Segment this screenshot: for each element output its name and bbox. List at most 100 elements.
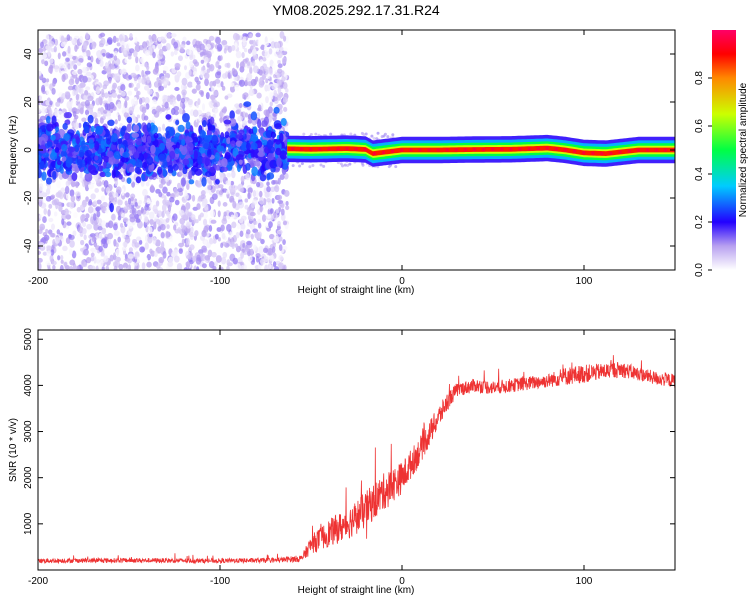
noise-point [270,92,274,100]
noise-point [89,233,96,238]
noise-point [207,249,213,258]
signal-peak [618,150,622,154]
noise-point [113,55,118,61]
noise-point [44,60,49,67]
noise-band-point [235,154,244,161]
spectrogram-x-label: Height of straight line (km) [298,285,415,296]
noise-point [65,91,70,96]
snr-x-tick-label: 100 [576,576,593,587]
noise-point [165,230,170,239]
noise-point [181,214,188,220]
noise-point [231,45,236,52]
noise-point [59,264,64,270]
noise-point [283,106,288,113]
noise-point [166,191,171,197]
noise-point [273,83,279,88]
noise-point [148,233,153,238]
noise-band-point [251,166,259,177]
noise-band-point [250,111,258,121]
noise-point [173,41,179,49]
signal-peak [545,146,549,150]
noise-point [46,183,51,191]
noise-point [204,204,209,211]
noise-point [176,94,182,102]
noise-band-point [97,165,104,172]
noise-point [136,198,143,206]
noise-point [240,251,245,259]
colorbar-tick-label: 0.6 [694,119,705,133]
noise-point [136,82,141,89]
noise-point [174,86,180,92]
noise-point [158,256,165,264]
noise-point [38,75,43,80]
noise-point [38,229,43,235]
noise-point [154,239,161,247]
noise-band-point [65,159,72,168]
noise-point [135,56,139,64]
noise-point [235,50,242,59]
noise-point [111,213,116,221]
noise-band-point [252,126,258,134]
noise-point [41,107,47,114]
noise-point [60,259,64,264]
halo-point [308,165,312,169]
noise-point [201,103,206,111]
noise-point [239,230,244,237]
noise-point [49,100,53,106]
noise-point [194,230,199,237]
noise-point [260,238,265,245]
noise-band-point [42,152,50,158]
noise-point [277,63,283,69]
snr-x-label: Height of straight line (km) [298,585,415,596]
noise-point [90,55,94,63]
noise-point [162,186,168,194]
noise-point [95,206,101,212]
noise-point [199,70,204,79]
noise-band-point [90,125,95,133]
noise-band-point [83,126,90,134]
colorbar-gradient [712,30,736,270]
noise-point [117,215,122,221]
noise-point [145,103,150,110]
noise-point [140,180,145,187]
noise-band-point [170,137,179,143]
signal-peak [463,148,467,152]
noise-band-point [248,128,254,134]
halo-point [362,133,366,137]
halo-point [346,163,350,167]
noise-point [57,110,64,119]
noise-point [266,198,271,203]
noise-point [157,37,162,42]
noise-point [79,35,84,43]
noise-band-point [188,179,195,185]
snr-x-tick-label: -100 [210,576,230,587]
noise-point [41,58,45,65]
noise-band-point [180,177,186,187]
noise-point [73,90,79,96]
noise-point [78,122,82,129]
noise-point [84,99,90,107]
noise-band-point [198,147,206,154]
noise-point [109,254,114,262]
noise-point [167,204,172,213]
noise-point [105,187,110,194]
noise-band-point [81,140,86,150]
noise-point [114,119,118,125]
noise-point [173,224,177,231]
noise-point [40,41,45,49]
noise-point [109,101,115,110]
noise-point [270,186,276,193]
halo-point [376,131,380,135]
noise-point [276,194,283,201]
spectrogram-y-tick-label: 20 [23,96,34,108]
noise-point [223,47,227,54]
noise-point [91,235,96,243]
noise-point [39,183,44,192]
noise-point [234,243,239,249]
noise-point [269,255,275,262]
noise-point [166,224,170,230]
noise-point [149,248,153,254]
noise-point [230,180,235,186]
noise-point [87,182,94,190]
